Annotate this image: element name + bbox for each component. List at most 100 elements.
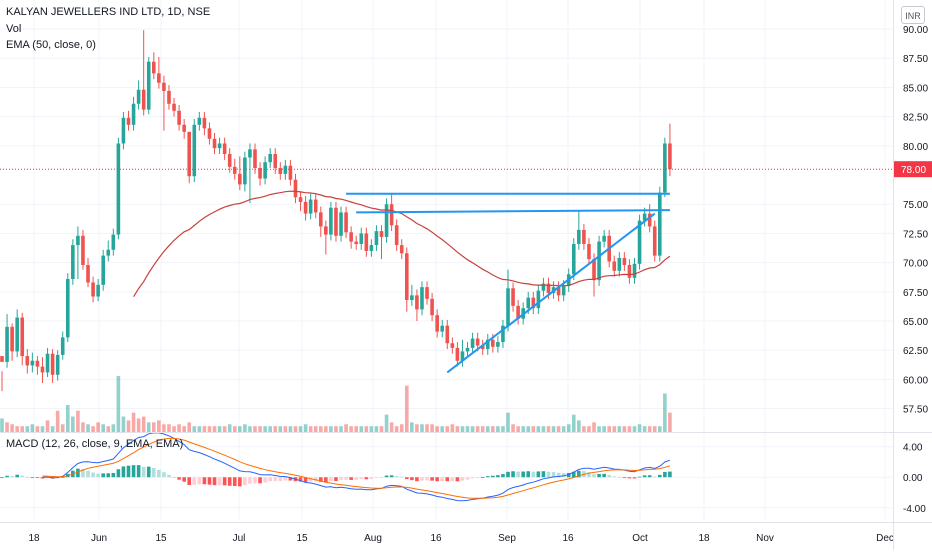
volume-bar [136, 418, 141, 432]
volume-bar [410, 422, 414, 432]
candle-body [283, 165, 288, 174]
price-tick-label: 67.50 [903, 288, 928, 299]
macd-histogram-bar [157, 469, 161, 478]
macd-histogram-bar [273, 477, 278, 482]
candle-body [91, 282, 95, 297]
macd-histogram-bar [202, 477, 207, 485]
candle-body [141, 89, 146, 110]
macd-histogram-bar [45, 477, 50, 479]
macd-histogram-bar [652, 476, 657, 478]
macd-histogram-bar [15, 474, 19, 478]
price-tick-label: 72.50 [903, 229, 928, 240]
macd-histogram-bar [394, 475, 399, 478]
macd-histogram-bar [399, 476, 404, 478]
macd-histogram-bar [136, 465, 141, 478]
volume-bar [167, 424, 171, 432]
volume-bar [460, 426, 465, 432]
candle-body [496, 342, 500, 347]
macd-histogram-bar [425, 477, 429, 481]
macd-histogram-bar [111, 472, 116, 478]
volume-bar [45, 420, 50, 432]
macd-tick-label: 0.00 [903, 473, 923, 484]
macd-histogram-bar [571, 471, 576, 478]
volume-bar [526, 426, 531, 432]
macd-histogram-bar [536, 471, 541, 478]
volume-bar [197, 426, 202, 432]
candle-body [329, 207, 333, 235]
time-tick-label: Dec [876, 533, 894, 544]
price-tick-label: 90.00 [903, 25, 928, 36]
price-tick-label: 75.00 [903, 200, 928, 211]
candle-body [318, 212, 323, 227]
macd-histogram-bar [76, 468, 80, 478]
candle-body [339, 212, 343, 236]
volume-bar [334, 426, 338, 432]
macd-histogram-bar [298, 477, 303, 482]
volume-bar [364, 426, 369, 432]
candle-body [167, 90, 171, 104]
macd-histogram-bar [516, 471, 520, 478]
trendline [446, 212, 656, 374]
volume-bar [40, 426, 45, 432]
ema-legend[interactable]: EMA (50, close, 0) [6, 39, 96, 51]
volume-bar [551, 426, 556, 432]
macd-histogram-bar [455, 477, 460, 482]
candle-body [131, 103, 136, 125]
volume-bar [607, 426, 611, 432]
candle-body [71, 245, 75, 279]
candle-body [30, 360, 35, 366]
volume-bar [384, 414, 389, 432]
candle-body [60, 337, 65, 355]
symbol-legend[interactable]: KALYAN JEWELLERS IND LTD, 1D, NSE [6, 6, 211, 18]
volume-bar [283, 426, 288, 432]
macd-histogram-bar [506, 471, 510, 478]
macd-histogram-bar [253, 477, 257, 484]
candle-body [15, 317, 19, 352]
candle-body [587, 243, 591, 260]
macd-histogram-bar [642, 475, 647, 478]
macd-histogram-bar [248, 477, 252, 484]
candle-body [232, 166, 237, 174]
volume-bar [10, 424, 14, 432]
volume-bar [20, 426, 25, 432]
currency-badge[interactable]: INR [901, 6, 925, 24]
candle-body [40, 366, 45, 373]
candle-body [359, 233, 364, 244]
candle-body [96, 284, 100, 297]
ema-50-line [133, 190, 671, 298]
candle-body [506, 288, 510, 326]
time-tick-label: 18 [28, 533, 40, 544]
candle-body [10, 326, 14, 352]
macd-histogram-bar [379, 477, 384, 479]
candle-body [556, 287, 561, 296]
macd-histogram-bar [288, 477, 293, 481]
volume-bar [354, 426, 358, 432]
volume-bar [116, 376, 121, 432]
volume-bar [652, 426, 657, 432]
candle-body [632, 263, 637, 278]
macd-histogram-bar [637, 476, 642, 478]
price-tick-label: 87.50 [903, 54, 928, 65]
candle-body [531, 297, 536, 309]
volume-bar [475, 426, 480, 432]
macd-legend[interactable]: MACD (12, 26, close, 9, EMA, EMA) [6, 438, 184, 450]
last-price-label: 78.00 [901, 165, 926, 176]
volume-bar [253, 426, 257, 432]
signal-line [42, 437, 671, 499]
volume-bar [172, 426, 176, 432]
trendlines [346, 192, 670, 374]
time-tick-label: Jun [91, 533, 107, 544]
candle-body [541, 283, 546, 291]
macd-histogram-bar [450, 477, 455, 482]
price-tick-label: 82.50 [903, 113, 928, 124]
candle-body [253, 149, 257, 169]
candles [0, 30, 672, 392]
volume-legend[interactable]: Vol [6, 23, 22, 35]
candle-body [415, 295, 419, 310]
macd-histogram-bar [354, 477, 358, 480]
candle-body [501, 325, 505, 343]
volume-bar [55, 410, 60, 432]
volume-bar [217, 426, 222, 432]
candle-body [455, 347, 460, 361]
macd-histogram-bar [592, 474, 596, 478]
